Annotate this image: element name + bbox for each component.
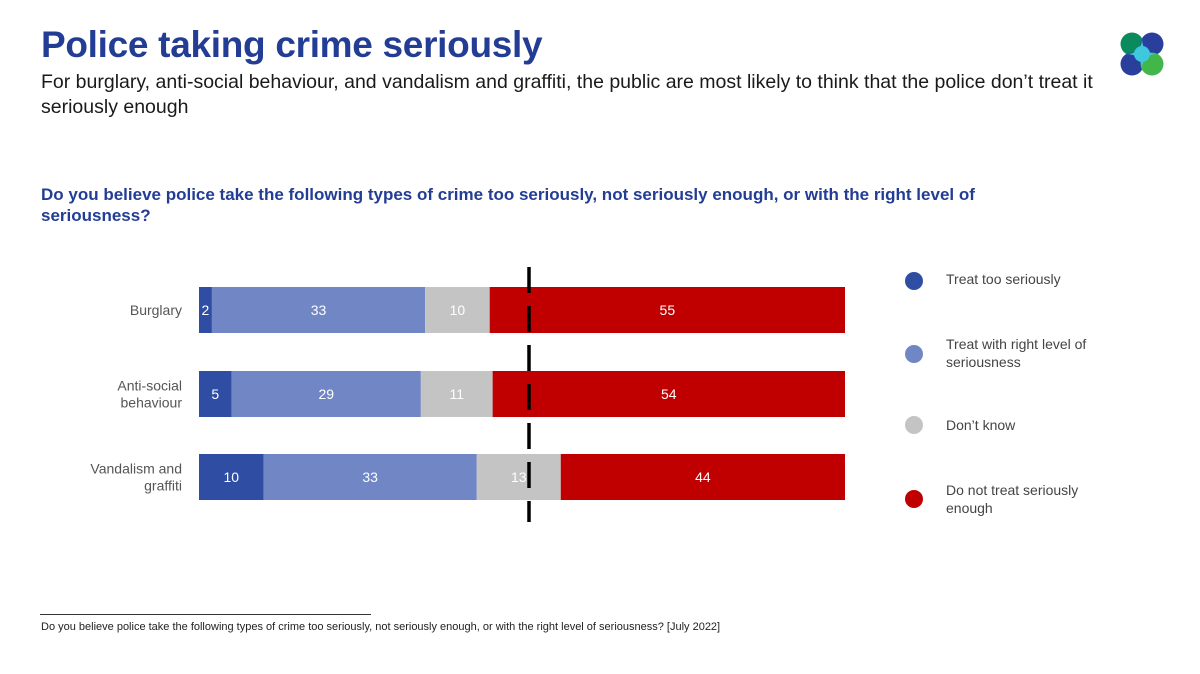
data-label: 2 <box>202 302 210 318</box>
bar-segment <box>199 371 232 417</box>
data-label: 54 <box>661 386 677 402</box>
legend-label: Treat with right level of seriousness <box>946 336 1087 370</box>
bar-segment <box>263 454 477 500</box>
footnote: Do you believe police take the following… <box>41 621 721 633</box>
ipsos-style-logo-icon <box>1120 32 1164 76</box>
legend-label: Do not treat seriously enough <box>946 482 1079 516</box>
bar-segment <box>489 287 845 333</box>
bar-segment <box>560 454 845 500</box>
category-label: Vandalism and graffiti <box>90 461 182 494</box>
legend-swatch <box>905 345 923 363</box>
bar-segment <box>199 454 264 500</box>
data-label: 11 <box>449 386 464 402</box>
bar-segment <box>231 371 421 417</box>
category-label: Anti-social behaviour <box>117 378 182 411</box>
legend-swatch <box>905 416 923 434</box>
category-label: Burglary <box>130 302 182 318</box>
data-label: 33 <box>311 302 327 318</box>
bar-segment <box>199 287 212 333</box>
legend-label: Treat too seriously <box>946 271 1061 287</box>
data-label: 55 <box>660 302 676 318</box>
bar-segment <box>492 371 845 417</box>
data-label: 10 <box>450 302 466 318</box>
legend-label: Don’t know <box>946 417 1016 433</box>
legend-swatch <box>905 272 923 290</box>
bar-segment <box>476 454 561 500</box>
data-label: 29 <box>318 386 334 402</box>
data-label: 10 <box>224 469 240 485</box>
legend-swatch <box>905 490 923 508</box>
footnote-divider <box>40 614 371 615</box>
page-subtitle: For burglary, anti-social behaviour, and… <box>41 71 1093 118</box>
page-title: Police taking crime seriously <box>41 24 543 65</box>
bar-segment <box>211 287 426 333</box>
bar-segment <box>425 287 490 333</box>
data-label: 5 <box>211 386 219 402</box>
data-label: 44 <box>695 469 711 485</box>
bar-segment <box>420 371 493 417</box>
data-label: 33 <box>362 469 378 485</box>
stacked-bar-chart: 2 33 10 55 Burglary 5 29 11 54 Anti-social behavio… <box>90 267 845 522</box>
data-label: 13 <box>511 469 527 485</box>
chart-question: Do you believe police take the following… <box>41 185 975 225</box>
